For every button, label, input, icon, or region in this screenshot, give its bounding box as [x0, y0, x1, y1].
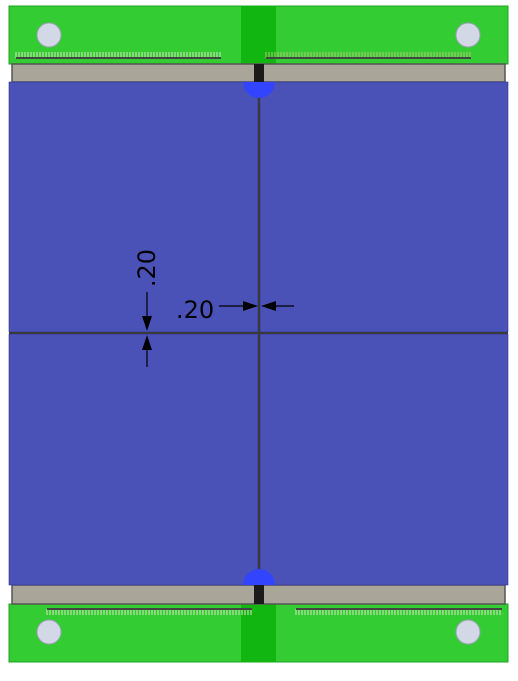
horizontal-gap-dimension: .20 [176, 296, 294, 324]
panel-bottom-left [8, 333, 259, 586]
dimension-arrow-icon [243, 301, 258, 311]
connector-pins-bottom-right [295, 608, 502, 615]
horizontal-dimension-label: .20 [176, 296, 214, 324]
panel-bottom-right [259, 333, 509, 586]
dimension-arrow-icon [142, 316, 152, 331]
mount-hole-bottom-left [36, 619, 62, 645]
connector-pins-top-right [265, 52, 471, 59]
via-top-slot [254, 64, 264, 82]
via-top-half-circle [243, 82, 275, 98]
panel-top-right [259, 81, 509, 333]
mount-hole-top-right [455, 22, 481, 48]
connector-pins-bottom-left [46, 608, 252, 615]
via-bottom-slot [254, 585, 264, 604]
top-center-stripe [241, 6, 276, 64]
bottom-center-stripe [241, 604, 276, 662]
vertical-gap-dimension: .20 [133, 249, 161, 367]
via-bottom-half-circle [243, 569, 275, 585]
connector-pins-top-left [15, 52, 221, 59]
vertical-dimension-label: .20 [133, 249, 161, 287]
panel-top-left [8, 81, 259, 333]
mount-hole-top-left [36, 22, 62, 48]
mount-hole-bottom-right [455, 619, 481, 645]
